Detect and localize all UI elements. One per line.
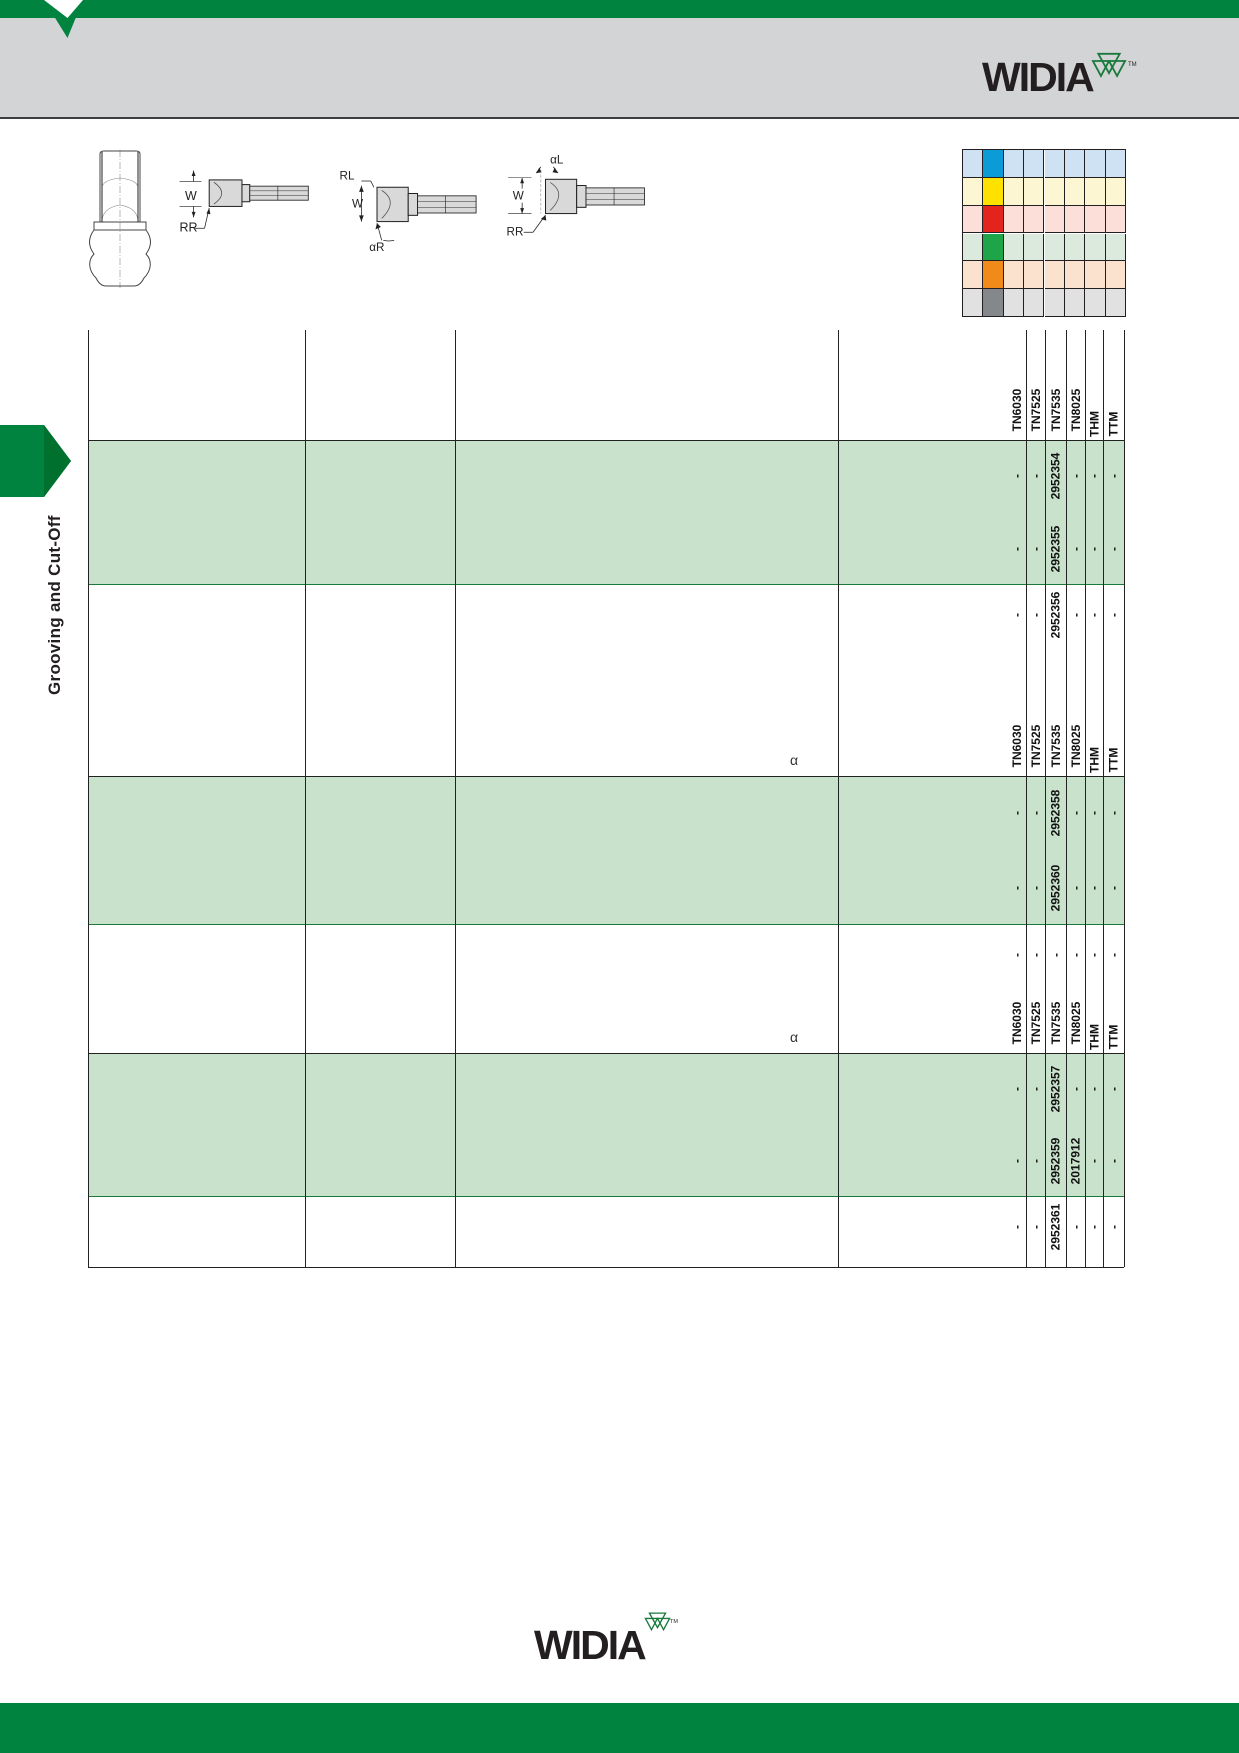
svg-text:αR: αR	[369, 241, 384, 254]
svg-text:W: W	[352, 198, 363, 211]
svg-text:RR: RR	[507, 225, 524, 238]
svg-text:RL: RL	[340, 169, 355, 182]
svg-text:RR: RR	[180, 220, 198, 234]
svg-text:W: W	[185, 189, 197, 203]
svg-text:W: W	[513, 190, 524, 203]
svg-text:αL: αL	[550, 154, 564, 167]
